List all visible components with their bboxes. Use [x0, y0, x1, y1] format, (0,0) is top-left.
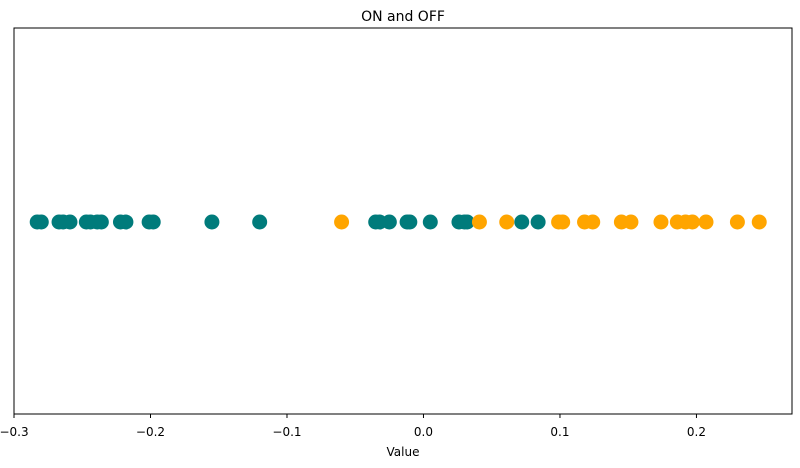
- data-point-series-2: [698, 214, 714, 230]
- data-point-series-2: [623, 214, 639, 230]
- chart-title: ON and OFF: [361, 9, 445, 25]
- data-point-series-1: [93, 214, 109, 230]
- data-point-series-2: [751, 214, 767, 230]
- data-point-series-2: [684, 214, 700, 230]
- x-tick-label: 0.0: [414, 425, 433, 439]
- data-point-series-1: [252, 214, 268, 230]
- x-tick-label: −0.3: [0, 425, 29, 439]
- data-point-series-1: [62, 214, 78, 230]
- data-point-series-1: [514, 214, 530, 230]
- data-point-series-2: [555, 214, 571, 230]
- data-point-series-1: [459, 214, 475, 230]
- data-point-series-1: [422, 214, 438, 230]
- x-tick-label: −0.2: [136, 425, 165, 439]
- data-point-series-1: [381, 214, 397, 230]
- data-point-series-2: [653, 214, 669, 230]
- x-tick-label: 0.2: [687, 425, 706, 439]
- data-point-series-2: [334, 214, 350, 230]
- data-point-series-1: [145, 214, 161, 230]
- x-tick-label: −0.1: [272, 425, 301, 439]
- data-point-series-1: [118, 214, 134, 230]
- data-point-series-1: [204, 214, 220, 230]
- x-axis-ticks: −0.3 −0.2 −0.1 0.0 0.1 0.2: [0, 414, 706, 439]
- data-points: [29, 214, 767, 230]
- data-point-series-1: [33, 214, 49, 230]
- data-point-series-2: [499, 214, 515, 230]
- x-tick-label: 0.1: [550, 425, 569, 439]
- data-point-series-2: [729, 214, 745, 230]
- data-point-series-2: [471, 214, 487, 230]
- data-point-series-1: [530, 214, 546, 230]
- x-axis-label: Value: [387, 445, 420, 459]
- data-point-series-1: [402, 214, 418, 230]
- data-point-series-2: [585, 214, 601, 230]
